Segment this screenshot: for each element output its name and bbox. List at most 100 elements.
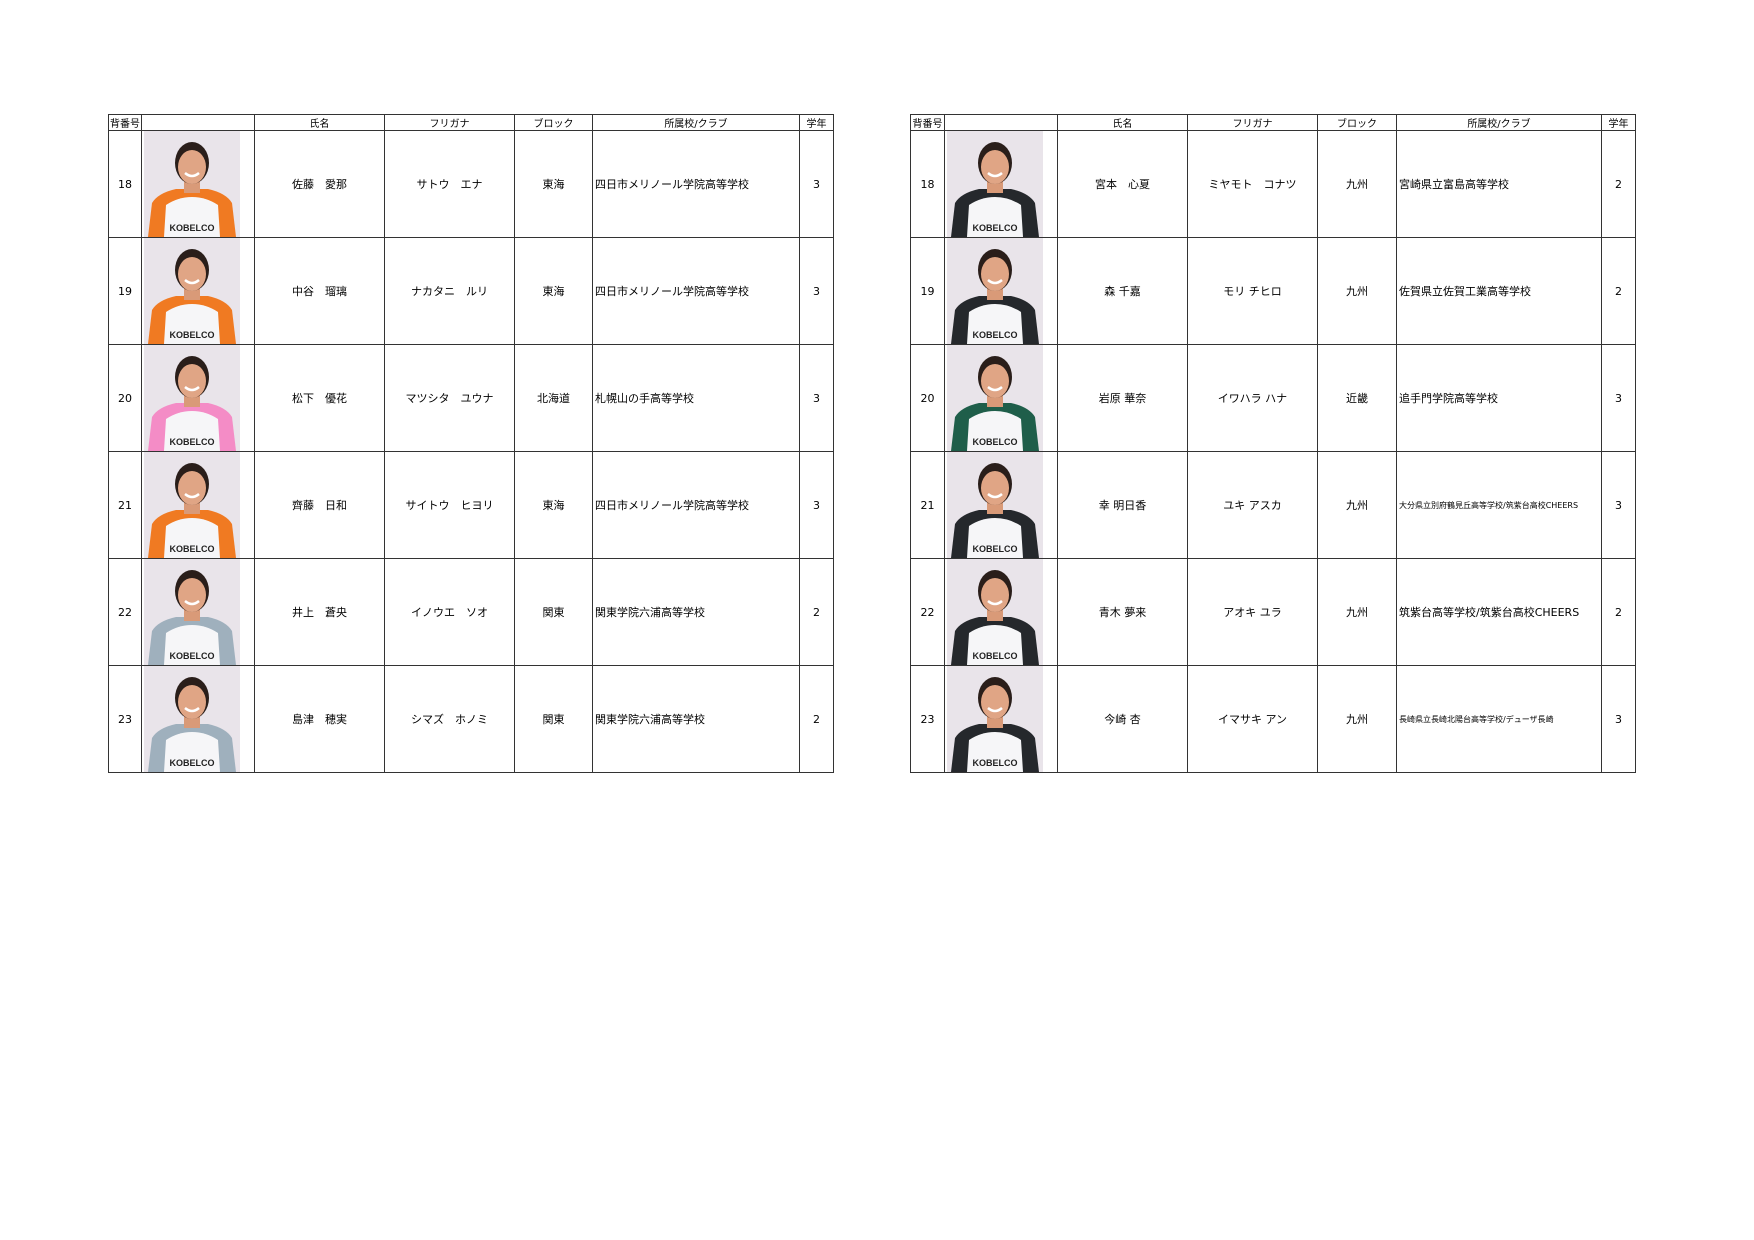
roster-table-right: 背番号 氏名 フリガナ ブロック 所属校/クラブ 学年 18 KOBELCO 宮本 心夏 ミヤモ… xyxy=(910,114,1636,773)
player-school: 関東学院六浦高等学校 xyxy=(592,665,800,773)
header-block: ブロック xyxy=(514,114,593,131)
player-block: 九州 xyxy=(1317,558,1397,666)
player-block: 九州 xyxy=(1317,237,1397,345)
player-photo: KOBELCO xyxy=(141,237,255,345)
header-photo xyxy=(944,114,1058,131)
player-school: 四日市メリノール学院高等学校 xyxy=(592,451,800,559)
header-furigana: フリガナ xyxy=(384,114,515,131)
table-row: 22 KOBELCO 井上 蒼央 イノウエ ソオ 関東 関東学院六浦高等学校 2 xyxy=(108,558,834,666)
player-photo-image: KOBELCO xyxy=(947,559,1043,665)
player-school: 大分県立別府鶴見丘高等学校/筑紫台高校CHEERS xyxy=(1396,451,1602,559)
player-name: 中谷 瑠璃 xyxy=(254,237,385,345)
player-grade: 3 xyxy=(799,237,834,345)
player-photo-image: KOBELCO xyxy=(144,345,240,451)
player-grade: 2 xyxy=(1601,237,1636,345)
player-photo-image: KOBELCO xyxy=(144,666,240,772)
player-school: 四日市メリノール学院高等学校 xyxy=(592,130,800,238)
player-furigana: マツシタ ユウナ xyxy=(384,344,515,452)
header-school: 所属校/クラブ xyxy=(592,114,800,131)
player-furigana: ミヤモト コナツ xyxy=(1187,130,1318,238)
player-furigana: イマサキ アン xyxy=(1187,665,1318,773)
player-grade: 2 xyxy=(1601,130,1636,238)
player-block: 北海道 xyxy=(514,344,593,452)
player-block: 九州 xyxy=(1317,451,1397,559)
player-photo-image: KOBELCO xyxy=(144,238,240,344)
player-photo: KOBELCO xyxy=(944,344,1058,452)
jersey-number: 22 xyxy=(910,558,945,666)
table-row: 21 KOBELCO 齊藤 日和 サイトウ ヒヨリ 東海 四日市メリノール学院高等学校 3 xyxy=(108,451,834,559)
jersey-logo: KOBELCO xyxy=(973,330,1018,340)
jersey-number: 18 xyxy=(108,130,142,238)
jersey-number: 18 xyxy=(910,130,945,238)
player-photo-image: KOBELCO xyxy=(947,452,1043,558)
player-photo: KOBELCO xyxy=(944,665,1058,773)
table-row: 23 KOBELCO 島津 穂実 シマズ ホノミ 関東 関東学院六浦高等学校 2 xyxy=(108,665,834,773)
player-photo: KOBELCO xyxy=(141,451,255,559)
player-name: 今崎 杏 xyxy=(1057,665,1188,773)
jersey-number: 23 xyxy=(910,665,945,773)
table-row: 20 KOBELCO 松下 優花 マツシタ ユウナ 北海道 札幌山の手高等学校 3 xyxy=(108,344,834,452)
header-grade: 学年 xyxy=(799,114,834,131)
player-name: 島津 穂実 xyxy=(254,665,385,773)
table-row: 20 KOBELCO 岩原 華奈 イワハラ ハナ 近畿 追手門学院高等学校 3 xyxy=(910,344,1636,452)
player-photo-image: KOBELCO xyxy=(947,131,1043,237)
player-furigana: ナカタニ ルリ xyxy=(384,237,515,345)
player-block: 東海 xyxy=(514,130,593,238)
jersey-logo: KOBELCO xyxy=(170,437,215,447)
header-row: 背番号 氏名 フリガナ ブロック 所属校/クラブ 学年 xyxy=(108,114,834,131)
player-photo-image: KOBELCO xyxy=(144,559,240,665)
player-grade: 2 xyxy=(799,665,834,773)
table-row: 23 KOBELCO 今崎 杏イマサキ アン 九州 長崎県立長崎北陽台高等学校/デューザ… xyxy=(910,665,1636,773)
player-grade: 3 xyxy=(799,451,834,559)
table-row: 22 KOBELCO 青木 夢来 アオキ ユラ 九州 筑紫台高等学校/筑紫台高校CHEER… xyxy=(910,558,1636,666)
player-block: 東海 xyxy=(514,451,593,559)
jersey-logo: KOBELCO xyxy=(170,651,215,661)
player-school: 札幌山の手高等学校 xyxy=(592,344,800,452)
player-grade: 3 xyxy=(1601,665,1636,773)
header-grade: 学年 xyxy=(1601,114,1636,131)
player-photo-image: KOBELCO xyxy=(947,238,1043,344)
player-name: 青木 夢来 xyxy=(1057,558,1188,666)
jersey-logo: KOBELCO xyxy=(973,651,1018,661)
jersey-logo: KOBELCO xyxy=(973,437,1018,447)
header-number: 背番号 xyxy=(910,114,945,131)
player-name: 松下 優花 xyxy=(254,344,385,452)
header-school: 所属校/クラブ xyxy=(1396,114,1602,131)
player-grade: 2 xyxy=(799,558,834,666)
player-school: 関東学院六浦高等学校 xyxy=(592,558,800,666)
player-furigana: アオキ ユラ xyxy=(1187,558,1318,666)
player-grade: 2 xyxy=(1601,558,1636,666)
header-name: 氏名 xyxy=(1057,114,1188,131)
header-block: ブロック xyxy=(1317,114,1397,131)
jersey-number: 22 xyxy=(108,558,142,666)
player-name: 岩原 華奈 xyxy=(1057,344,1188,452)
player-photo: KOBELCO xyxy=(141,558,255,666)
player-grade: 3 xyxy=(799,130,834,238)
player-photo-image: KOBELCO xyxy=(144,131,240,237)
jersey-number: 19 xyxy=(910,237,945,345)
player-school: 長崎県立長崎北陽台高等学校/デューザ長崎 xyxy=(1396,665,1602,773)
jersey-number: 20 xyxy=(108,344,142,452)
player-furigana: シマズ ホノミ xyxy=(384,665,515,773)
header-number: 背番号 xyxy=(108,114,142,131)
jersey-logo: KOBELCO xyxy=(973,758,1018,768)
player-block: 東海 xyxy=(514,237,593,345)
player-block: 九州 xyxy=(1317,665,1397,773)
jersey-logo: KOBELCO xyxy=(973,544,1018,554)
player-furigana: サトウ エナ xyxy=(384,130,515,238)
player-photo: KOBELCO xyxy=(141,130,255,238)
player-name: 佐藤 愛那 xyxy=(254,130,385,238)
player-furigana: モリ チヒロ xyxy=(1187,237,1318,345)
player-school: 追手門学院高等学校 xyxy=(1396,344,1602,452)
jersey-number: 21 xyxy=(910,451,945,559)
table-row: 21 KOBELCO 幸 明日香 ユキ アスカ 九州 大分県立別府鶴見丘高等学校/筑紫台高… xyxy=(910,451,1636,559)
player-photo: KOBELCO xyxy=(944,237,1058,345)
player-grade: 3 xyxy=(1601,451,1636,559)
player-name: 森 千嘉 xyxy=(1057,237,1188,345)
roster-table-left: 背番号 氏名 フリガナ ブロック 所属校/クラブ 学年 18 KOBELCO 佐藤 愛那 サトウ… xyxy=(108,114,834,773)
player-name: 宮本 心夏 xyxy=(1057,130,1188,238)
header-row: 背番号 氏名 フリガナ ブロック 所属校/クラブ 学年 xyxy=(910,114,1636,131)
jersey-logo: KOBELCO xyxy=(170,758,215,768)
player-furigana: イノウエ ソオ xyxy=(384,558,515,666)
player-photo: KOBELCO xyxy=(944,451,1058,559)
